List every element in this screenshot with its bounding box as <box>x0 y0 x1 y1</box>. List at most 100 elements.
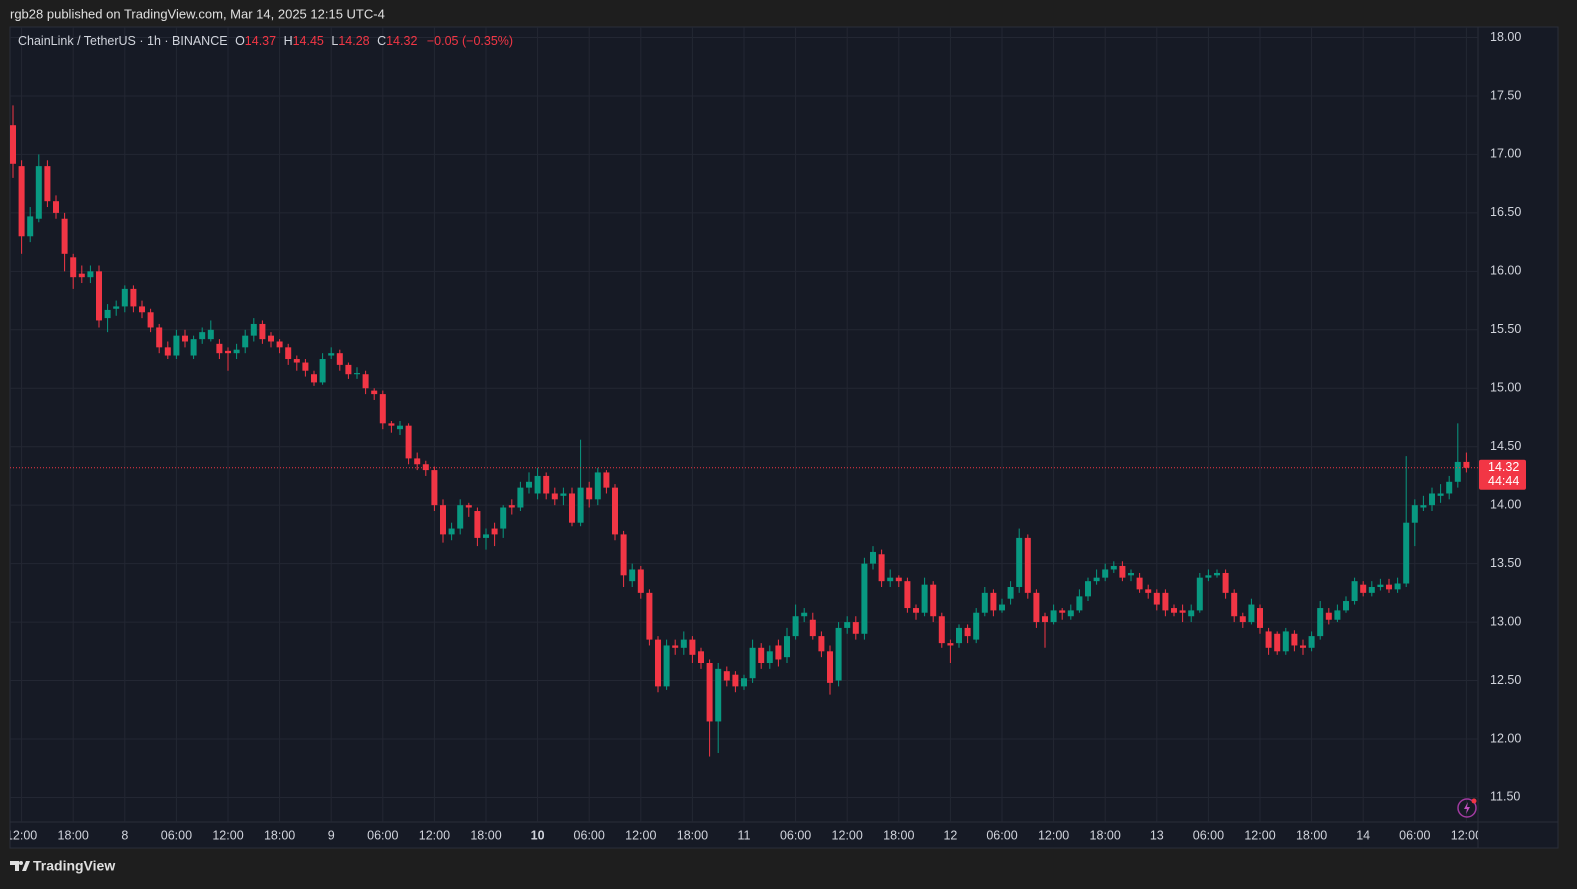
candle-body <box>706 663 713 722</box>
x-tick-label: 12:00 <box>212 828 243 842</box>
candle-body <box>1411 505 1418 523</box>
candle-body <box>586 487 593 500</box>
candle-body <box>973 612 980 640</box>
candle-body <box>293 359 300 363</box>
candle-body <box>1308 636 1315 648</box>
candle-body <box>999 604 1005 611</box>
y-tick-label: 14.50 <box>1490 439 1521 453</box>
candle-body <box>156 327 163 348</box>
candle-body <box>311 374 317 383</box>
y-tick-label: 15.00 <box>1490 381 1521 395</box>
candle-body <box>1050 610 1057 623</box>
candle-body <box>362 374 369 389</box>
candle-body <box>792 616 799 637</box>
candle-body <box>27 216 34 237</box>
candle-body <box>921 584 928 613</box>
alert-icon[interactable] <box>1457 798 1477 818</box>
legend-change: −0.05 (−0.35%) <box>427 34 513 48</box>
candle-body <box>1214 572 1220 576</box>
candle-body <box>844 622 851 628</box>
x-tick-label: 06:00 <box>780 828 811 842</box>
candle-body <box>233 349 240 354</box>
x-tick-label: 06:00 <box>1399 828 1430 842</box>
x-tick-label: 18:00 <box>1090 828 1121 842</box>
candle-body <box>526 481 532 488</box>
candle-body <box>1265 631 1272 648</box>
candle-body <box>1007 587 1014 599</box>
candle-body <box>646 592 653 640</box>
candle-body <box>956 627 962 644</box>
candle-body <box>1085 581 1091 597</box>
y-tick-label: 11.50 <box>1490 790 1520 804</box>
x-tick-label: 06:00 <box>161 828 192 842</box>
candle-body <box>732 674 739 687</box>
y-tick-label: 17.50 <box>1490 88 1521 102</box>
candle-body <box>1059 610 1066 613</box>
candle-body <box>543 475 550 494</box>
candle-body <box>190 339 197 356</box>
y-tick-label: 13.50 <box>1490 556 1521 570</box>
candle-body <box>474 511 481 538</box>
x-tick-label: 9 <box>328 828 335 842</box>
candle-body <box>78 273 85 278</box>
y-tick-label: 16.00 <box>1490 264 1521 278</box>
candle-body <box>637 569 644 593</box>
candle-body <box>1016 537 1023 588</box>
candle-body <box>173 335 180 356</box>
candle-body <box>465 505 472 508</box>
candle-body <box>938 616 945 644</box>
candle-body <box>878 554 885 582</box>
x-tick-label: 06:00 <box>367 828 398 842</box>
candle-body <box>70 257 77 278</box>
candle-body <box>930 584 937 617</box>
candle-body <box>1351 581 1358 602</box>
candle-body <box>870 551 876 564</box>
candle-body <box>551 493 558 500</box>
x-tick-label: 8 <box>121 828 128 842</box>
candle-body <box>1437 493 1444 496</box>
candle-body <box>534 475 541 494</box>
candle-body <box>130 288 137 307</box>
candle-body <box>1119 565 1126 578</box>
y-tick-label: 13.00 <box>1490 614 1521 628</box>
candle-body <box>852 622 859 634</box>
candle-body <box>1334 610 1341 620</box>
candle-body <box>1429 493 1435 506</box>
candle-body <box>1300 645 1306 648</box>
candle-body <box>457 505 464 529</box>
x-tick-label: 12 <box>943 828 957 842</box>
candle-body <box>405 425 412 459</box>
candle-body <box>508 505 515 508</box>
tradingview-logo <box>10 861 30 871</box>
candle-body <box>104 309 111 319</box>
legend-open: 14.37 <box>245 34 276 48</box>
x-tick-label: 12:00 <box>1038 828 1069 842</box>
candle-body <box>328 353 335 356</box>
x-tick-label: 12:00 <box>832 828 863 842</box>
candle-body <box>44 166 51 202</box>
candle-body <box>422 464 429 471</box>
candle-body <box>1067 610 1074 617</box>
candle-body <box>749 647 756 679</box>
y-tick-label: 17.00 <box>1490 147 1521 161</box>
candle-body <box>1454 461 1461 482</box>
x-tick-label: 18:00 <box>264 828 295 842</box>
candle-body <box>1136 577 1143 590</box>
candle-body <box>319 359 326 383</box>
candle-body <box>1093 577 1100 582</box>
candle-body <box>483 534 489 538</box>
candle-body <box>61 218 68 254</box>
candle-body <box>113 306 120 309</box>
legend-low: 14.28 <box>338 34 369 48</box>
candle-body <box>1033 592 1040 623</box>
candle-body <box>1153 592 1160 605</box>
legend-c: C <box>377 34 386 48</box>
x-tick-label: 12:00 <box>1244 828 1275 842</box>
candle-body <box>1317 608 1324 637</box>
candle-body <box>276 341 283 348</box>
candle-body <box>1128 572 1134 576</box>
candle-body <box>1042 616 1048 623</box>
candle-body <box>345 364 352 375</box>
candle-body <box>663 645 670 687</box>
